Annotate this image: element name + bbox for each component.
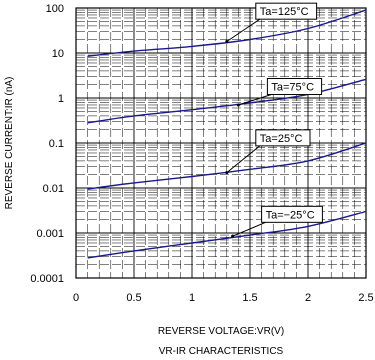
chart-title: VR-IR CHARACTERISTICS <box>159 346 284 357</box>
y-tick-label: 0.1 <box>49 138 64 150</box>
annotation-leader-1 <box>226 18 261 42</box>
annotation-anchor-4 <box>231 234 235 238</box>
x-tick-label: 2.5 <box>358 292 373 304</box>
x-tick-label: 0 <box>73 292 79 304</box>
x-axis-label: REVERSE VOLTAGE:VR(V) <box>158 326 284 337</box>
annotation-label-3: Ta=25°C <box>260 133 303 145</box>
series-line-4 <box>87 210 367 259</box>
y-tick-label: 0.01 <box>43 183 64 195</box>
annotation-box-4 <box>261 205 323 223</box>
annotation-anchor-3 <box>225 171 229 175</box>
annotation-label-2: Ta=75°C <box>271 82 314 94</box>
annotation-box-3 <box>255 129 311 147</box>
tick-labels: 0.0001 0.001 0.01 0.1 1 10 100 0 0.5 1 1.5 2 2.5 <box>30 3 373 304</box>
y-tick-label: 0.0001 <box>30 273 64 285</box>
annotation-leader-4 <box>232 221 266 237</box>
grid <box>75 7 367 279</box>
annotation-anchor-1 <box>225 40 229 44</box>
y-tick-label: 100 <box>46 3 64 15</box>
y-tick-label: 1 <box>58 93 64 105</box>
y-tick-label: 10 <box>52 48 64 60</box>
x-tick-label: 1.5 <box>242 292 257 304</box>
annotations: Ta=125°C Ta=75°C Ta=25°C Ta=−25°C <box>225 2 323 238</box>
series-line-1 <box>87 9 367 57</box>
annotation-anchor-2 <box>236 103 240 107</box>
annotation-label-4: Ta=−25°C <box>266 209 315 221</box>
annotation-leader-3 <box>226 145 261 173</box>
annotation-box-1 <box>255 2 318 20</box>
x-tick-label: 0.5 <box>126 292 141 304</box>
annotation-leader-2 <box>238 94 272 106</box>
y-axis-label: REVERSE CURRENT:IR (nA) <box>4 77 15 210</box>
annotation-label-1: Ta=125°C <box>260 6 309 18</box>
x-tick-label: 1 <box>189 292 195 304</box>
series-line-3 <box>87 142 367 190</box>
annotation-box-2 <box>266 78 323 96</box>
y-tick-label: 0.001 <box>36 228 64 240</box>
x-tick-label: 2 <box>305 292 311 304</box>
